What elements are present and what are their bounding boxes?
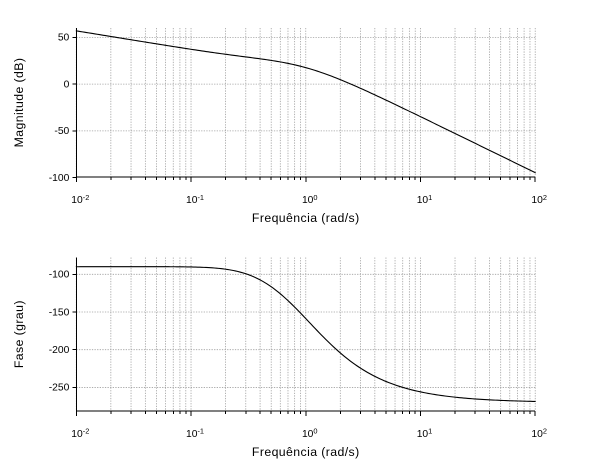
svg-text:Frequência (rad/s): Frequência (rad/s) <box>252 211 360 225</box>
svg-text:-100: -100 <box>49 270 70 281</box>
svg-text:100: 100 <box>302 427 318 440</box>
svg-text:-150: -150 <box>49 307 70 318</box>
svg-text:102: 102 <box>531 427 547 440</box>
svg-text:-50: -50 <box>54 126 69 137</box>
svg-text:10-2: 10-2 <box>71 193 89 206</box>
svg-text:10-2: 10-2 <box>71 427 89 440</box>
svg-text:-250: -250 <box>49 383 70 394</box>
svg-text:100: 100 <box>302 193 318 206</box>
svg-text:-100: -100 <box>49 173 70 184</box>
svg-text:0: 0 <box>64 79 70 90</box>
svg-text:101: 101 <box>417 427 433 440</box>
svg-text:Frequência (rad/s): Frequência (rad/s) <box>252 445 360 459</box>
svg-text:Fase (grau): Fase (grau) <box>12 300 26 368</box>
svg-text:Magnitude (dB): Magnitude (dB) <box>12 58 26 148</box>
svg-text:10-1: 10-1 <box>186 193 204 206</box>
svg-text:-200: -200 <box>49 345 70 356</box>
svg-text:101: 101 <box>417 193 433 206</box>
svg-text:50: 50 <box>58 33 70 44</box>
svg-text:102: 102 <box>531 193 547 206</box>
svg-text:10-1: 10-1 <box>186 427 204 440</box>
